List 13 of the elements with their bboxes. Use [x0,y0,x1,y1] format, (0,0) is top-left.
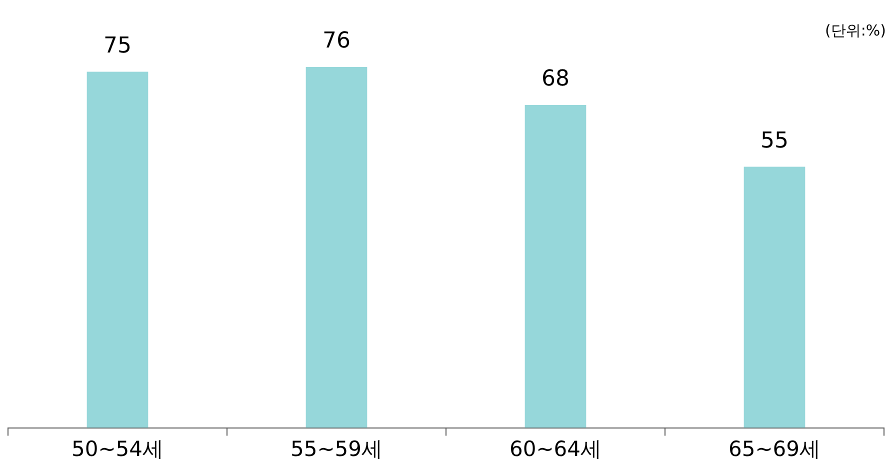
data-label: 76 [322,28,350,54]
data-label: 68 [542,66,570,92]
x-tick-label: 65~69세 [728,436,821,461]
bar [306,66,368,428]
bar [86,72,148,428]
x-tick-label: 50~54세 [71,436,164,461]
data-label: 55 [760,128,788,154]
bar [744,166,806,428]
bar [524,104,586,428]
text: (단위:%) [824,21,886,40]
x-tick-label: 60~64세 [509,436,602,461]
data-label: 75 [104,33,132,58]
x-tick-label: 55~59세 [290,436,383,461]
